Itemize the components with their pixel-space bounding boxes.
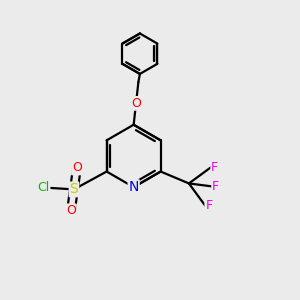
Text: S: S — [70, 182, 78, 197]
Text: O: O — [131, 97, 141, 110]
Text: O: O — [72, 161, 82, 175]
Text: O: O — [66, 204, 76, 217]
Text: N: N — [128, 180, 139, 194]
Text: Cl: Cl — [37, 182, 50, 194]
Text: F: F — [212, 180, 219, 193]
Text: F: F — [211, 160, 218, 174]
Text: F: F — [205, 199, 212, 212]
